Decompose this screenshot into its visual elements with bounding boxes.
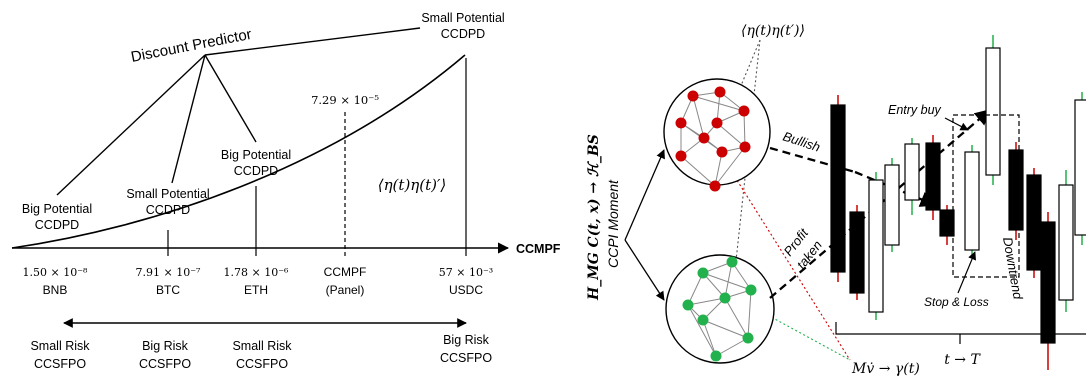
tick-name-bnb: BNB <box>43 283 68 297</box>
axis-title: CCMPF <box>516 242 561 256</box>
growth-curve <box>11 54 466 249</box>
entry-buy-label: Entry buy <box>888 103 942 117</box>
tick-name-btc: BTC <box>156 283 180 297</box>
tick-name-panel: (Panel) <box>326 283 365 297</box>
bullish-label: Bullish <box>781 129 822 155</box>
tick-value-panel: CCMPF <box>324 265 367 279</box>
discount-predictor-label: Discount Predictor <box>130 26 254 66</box>
risk-big-2a: Big Risk <box>443 333 490 347</box>
small-potential-top-1: Small Potential <box>421 11 504 25</box>
candle-bullish <box>904 143 920 201</box>
candles <box>830 35 1086 370</box>
stop-loss-arrow <box>957 251 976 294</box>
tick-name-eth: ETH <box>244 283 268 297</box>
candle-bullish <box>1074 99 1086 236</box>
tick-name-usdc: USDC <box>449 283 483 297</box>
risk-big-1a: Big Risk <box>142 339 189 353</box>
entry-box <box>952 114 1020 278</box>
downtrend-label: Downtrend <box>1000 236 1026 301</box>
risk-small-1a: Small Risk <box>30 339 90 353</box>
vertical-caption: CCPI Moment <box>605 179 621 268</box>
candle-bullish <box>868 179 884 313</box>
small-potential-mid-1: Small Potential <box>126 187 209 201</box>
risk-big-2b: CCSFPO <box>440 351 492 365</box>
candle-bullish <box>1058 184 1074 301</box>
big-potential-left-1: Big Potential <box>22 202 92 216</box>
green-network <box>665 254 775 364</box>
time-label: t → T <box>944 352 981 368</box>
risk-small-2a: Small Risk <box>232 339 292 353</box>
mass-formula: Mv̇ → γ(t) <box>851 361 920 377</box>
correlation-label: ⟨η(t)η(t)′⟩ <box>378 176 447 194</box>
tick-value-btc: 7.91 × 10⁻⁷ <box>136 266 202 279</box>
candle-bearish <box>939 209 955 237</box>
time-brace <box>835 322 1086 335</box>
risk-big-1b: CCSFPO <box>139 357 191 371</box>
left-panel: Discount Predictor Small Potential CCDPD… <box>11 11 561 371</box>
candle-bearish <box>1008 149 1024 231</box>
candle-bearish <box>830 104 846 273</box>
big-potential-left-2: CCDPD <box>35 218 79 232</box>
stop-loss-label: Stop & Loss <box>924 295 989 309</box>
panel-value-label: 7.29 × 10⁻⁵ <box>311 93 379 107</box>
predictor-branches <box>56 27 421 196</box>
vertical-formula: H_MG C(t, x) → ℋ_BS <box>586 134 602 301</box>
entry-buy-arrow <box>944 117 969 131</box>
branch-arrows <box>624 149 665 301</box>
risk-small-1b: CCSFPO <box>34 357 86 371</box>
candle-bullish <box>884 164 900 246</box>
tick-value-eth: 1.78 × 10⁻⁶ <box>224 266 290 279</box>
candle-bearish <box>849 211 865 294</box>
candle-bearish <box>925 142 941 211</box>
risk-small-2b: CCSFPO <box>236 357 288 371</box>
tick-value-bnb: 1.50 × 10⁻⁸ <box>23 266 89 279</box>
small-potential-top-2: CCDPD <box>441 27 485 41</box>
correlation-top-label: ⟨η(t)η(t′)⟩ <box>741 23 805 39</box>
red-network <box>663 78 771 192</box>
candle-bullish <box>985 47 1001 176</box>
big-potential-mid-1: Big Potential <box>221 148 291 162</box>
small-potential-mid-2: CCDPD <box>146 203 190 217</box>
tick-value-usdc: 57 × 10⁻³ <box>439 266 493 279</box>
candle-bearish <box>1026 174 1042 271</box>
big-potential-mid-2: CCDPD <box>234 164 278 178</box>
right-panel: H_MG C(t, x) → ℋ_BS CCPI Moment <box>586 23 1086 377</box>
candle-bullish <box>964 151 980 251</box>
candle-bearish <box>1040 221 1056 344</box>
